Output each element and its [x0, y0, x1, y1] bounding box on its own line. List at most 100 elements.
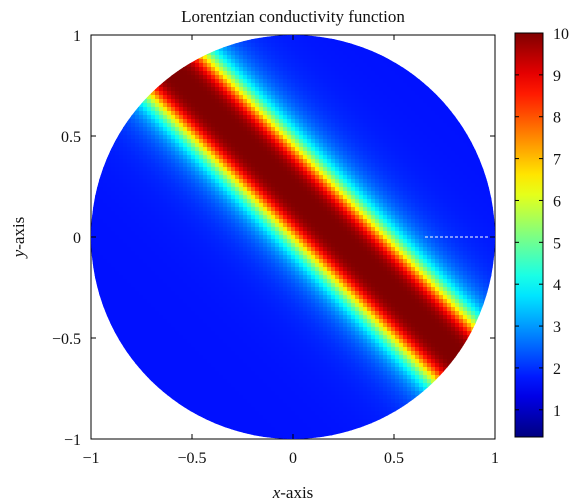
- heatmap-cell: [243, 163, 248, 168]
- heatmap-cell: [323, 231, 328, 236]
- heatmap-cell: [403, 99, 408, 104]
- heatmap-cell: [227, 175, 232, 180]
- heatmap-cell: [399, 239, 404, 244]
- heatmap-cell: [263, 107, 268, 112]
- heatmap-cell: [383, 127, 388, 132]
- heatmap-cell: [243, 147, 248, 152]
- heatmap-cell: [175, 135, 180, 140]
- heatmap-cell: [451, 123, 456, 128]
- heatmap-cell: [451, 143, 456, 148]
- heatmap-cell: [307, 239, 312, 244]
- heatmap-cell: [211, 211, 216, 216]
- heatmap-cell: [127, 243, 132, 248]
- heatmap-cell: [215, 235, 220, 240]
- heatmap-cell: [459, 255, 464, 260]
- heatmap-cell: [167, 179, 172, 184]
- heatmap-cell: [255, 39, 260, 44]
- heatmap-cell: [147, 151, 152, 156]
- heatmap-cell: [279, 235, 284, 240]
- heatmap-cell: [227, 71, 232, 76]
- heatmap-cell: [275, 47, 280, 52]
- heatmap-cell: [235, 247, 240, 252]
- heatmap-cell: [147, 99, 152, 104]
- heatmap-cell: [347, 151, 352, 156]
- heatmap-cell: [291, 207, 296, 212]
- heatmap-cell: [395, 107, 400, 112]
- heatmap-cell: [339, 179, 344, 184]
- heatmap-cell: [303, 235, 308, 240]
- heatmap-cell: [323, 215, 328, 220]
- heatmap-cell: [271, 35, 276, 40]
- heatmap-cell: [159, 151, 164, 156]
- heatmap-cell: [415, 219, 420, 224]
- heatmap-cell: [99, 195, 104, 200]
- heatmap-cell: [183, 239, 188, 244]
- heatmap-cell: [435, 159, 440, 164]
- heatmap-cell: [315, 59, 320, 64]
- heatmap-cell: [359, 63, 364, 68]
- heatmap-cell: [447, 159, 452, 164]
- heatmap-cell: [431, 155, 436, 160]
- heatmap-cell: [99, 183, 104, 188]
- heatmap-cell: [175, 119, 180, 124]
- heatmap-cell: [467, 227, 472, 232]
- heatmap-cell: [131, 251, 136, 256]
- heatmap-cell: [435, 143, 440, 148]
- heatmap-cell: [103, 239, 108, 244]
- heatmap-cell: [475, 163, 480, 168]
- heatmap-cell: [347, 51, 352, 56]
- heatmap-cell: [247, 159, 252, 164]
- heatmap-cell: [219, 235, 224, 240]
- heatmap-cell: [431, 115, 436, 120]
- heatmap-cell: [215, 127, 220, 132]
- heatmap-cell: [435, 139, 440, 144]
- heatmap-cell: [355, 123, 360, 128]
- heatmap-cell: [447, 219, 452, 224]
- heatmap-cell: [391, 187, 396, 192]
- heatmap-cell: [355, 243, 360, 248]
- heatmap-cell: [123, 219, 128, 224]
- heatmap-cell: [327, 211, 332, 216]
- heatmap-cell: [247, 39, 252, 44]
- heatmap-cell: [399, 135, 404, 140]
- heatmap-cell: [343, 83, 348, 88]
- heatmap-cell: [279, 83, 284, 88]
- heatmap-cell: [247, 251, 252, 256]
- heatmap-cell: [183, 191, 188, 196]
- heatmap-cell: [395, 187, 400, 192]
- heatmap-cell: [299, 83, 304, 88]
- heatmap-cell: [351, 51, 356, 56]
- heatmap-cell: [415, 139, 420, 144]
- heatmap-cell: [379, 79, 384, 84]
- heatmap-cell: [195, 195, 200, 200]
- heatmap-cell: [243, 235, 248, 240]
- heatmap-cell: [203, 131, 208, 136]
- heatmap-cell: [351, 91, 356, 96]
- heatmap-cell: [319, 123, 324, 128]
- heatmap-cell: [319, 119, 324, 124]
- heatmap-cell: [175, 107, 180, 112]
- heatmap-cell: [243, 179, 248, 184]
- heatmap-cell: [287, 263, 292, 268]
- heatmap-cell: [195, 175, 200, 180]
- heatmap-cell: [431, 123, 436, 128]
- heatmap-cell: [199, 227, 204, 232]
- heatmap-cell: [359, 223, 364, 228]
- heatmap-cell: [427, 111, 432, 116]
- heatmap-cell: [303, 95, 308, 100]
- heatmap-cell: [439, 127, 444, 132]
- heatmap-cell: [115, 247, 120, 252]
- heatmap-cell: [423, 115, 428, 120]
- heatmap-cell: [411, 99, 416, 104]
- heatmap-cell: [331, 71, 336, 76]
- heatmap-cell: [351, 235, 356, 240]
- heatmap-cell: [163, 243, 168, 248]
- heatmap-cell: [367, 243, 372, 248]
- heatmap-cell: [335, 87, 340, 92]
- heatmap-cell: [423, 243, 428, 248]
- heatmap-cell: [167, 231, 172, 236]
- heatmap-cell: [103, 175, 108, 180]
- heatmap-cell: [231, 47, 236, 52]
- heatmap-cell: [183, 99, 188, 104]
- heatmap-cell: [375, 87, 380, 92]
